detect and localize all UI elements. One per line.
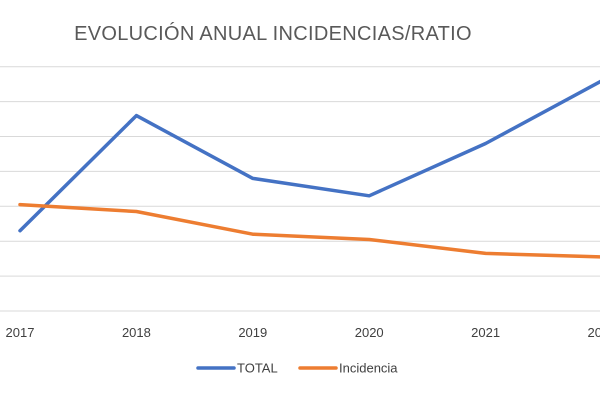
x-tick-label: 2017 — [6, 325, 35, 340]
series-line-total — [18, 79, 600, 233]
x-tick-label: 2018 — [122, 325, 151, 340]
series-line-incidencia — [18, 202, 600, 259]
chart-title: EVOLUCIÓN ANUAL INCIDENCIAS/RATIO — [74, 22, 472, 45]
gridlines — [0, 66, 600, 312]
legend-label: TOTAL — [237, 361, 278, 376]
x-tick-label: 2020 — [355, 325, 384, 340]
x-tick-label: 2021 — [471, 325, 500, 340]
series-lines — [18, 79, 600, 259]
x-tick-label: 2019 — [238, 325, 267, 340]
x-axis-ticks: 2017 2018 2019 2020 2021 2022 — [6, 325, 600, 340]
legend: TOTAL Incidencia — [196, 361, 398, 376]
legend-label: Incidencia — [339, 361, 398, 376]
x-tick-label: 2022 — [588, 325, 600, 340]
